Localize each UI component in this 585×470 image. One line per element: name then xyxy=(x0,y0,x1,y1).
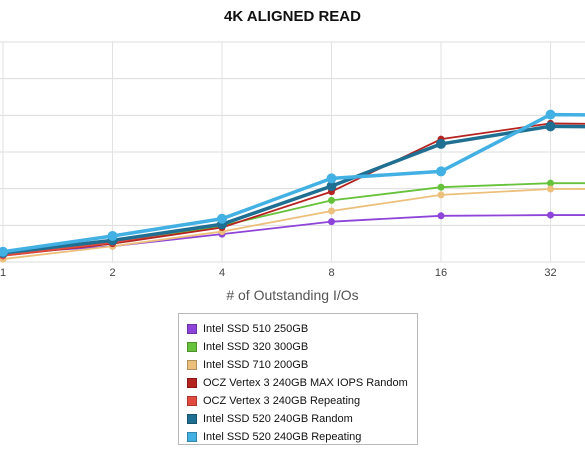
legend-label: Intel SSD 520 240GB Random xyxy=(203,413,353,425)
data-point xyxy=(545,121,556,132)
x-axis-label: # of Outstanding I/Os xyxy=(226,287,359,303)
legend-label: OCZ Vertex 3 240GB Repeating xyxy=(203,395,361,407)
data-point xyxy=(217,213,227,224)
x-tick-label: 4 xyxy=(219,267,225,279)
legend-label: Intel SSD 320 300GB xyxy=(203,341,309,353)
data-point xyxy=(547,211,554,219)
data-point xyxy=(328,218,335,226)
legend-item[interactable]: OCZ Vertex 3 240GB Repeating xyxy=(187,392,411,410)
legend-swatch xyxy=(187,396,197,406)
data-point xyxy=(326,181,337,192)
legend-swatch xyxy=(187,414,197,424)
data-point xyxy=(437,212,445,220)
legend-item[interactable]: Intel SSD 520 240GB Repeating xyxy=(187,428,411,446)
legend-item[interactable]: Intel SSD 510 250GB xyxy=(187,320,411,338)
series-line xyxy=(2,124,585,255)
series-3 xyxy=(0,185,585,263)
x-tick-label: 8 xyxy=(328,267,334,279)
data-point xyxy=(328,207,335,215)
legend-swatch xyxy=(187,360,197,370)
legend-item[interactable]: OCZ Vertex 3 240GB MAX IOPS Random xyxy=(187,374,411,392)
series-7 xyxy=(0,109,585,257)
x-tick-label: 32 xyxy=(544,267,556,279)
data-point xyxy=(436,138,446,149)
x-tick-labels: 1 2 4 8 16 32 xyxy=(0,267,557,279)
legend-item[interactable]: Intel SSD 520 240GB Random xyxy=(187,410,411,428)
series-lines xyxy=(0,109,585,263)
legend-label: Intel SSD 520 240GB Repeating xyxy=(203,431,362,443)
data-point xyxy=(545,109,556,120)
grid-lines xyxy=(0,41,585,263)
legend-swatch xyxy=(187,378,197,388)
data-point xyxy=(436,166,446,177)
x-tick-label: 2 xyxy=(109,267,115,279)
legend-item[interactable]: Intel SSD 710 200GB xyxy=(187,356,411,374)
data-point xyxy=(326,173,337,184)
legend-swatch xyxy=(187,432,197,442)
legend-label: Intel SSD 710 200GB xyxy=(203,359,309,371)
data-point xyxy=(328,196,335,204)
x-tick-label: 16 xyxy=(435,267,447,279)
legend-swatch xyxy=(187,342,197,352)
data-point xyxy=(437,183,445,191)
series-line xyxy=(2,214,585,255)
legend-label: OCZ Vertex 3 240GB MAX IOPS Random xyxy=(203,377,408,389)
data-point xyxy=(547,179,554,187)
legend: Intel SSD 510 250GB Intel SSD 320 300GB In… xyxy=(178,313,418,445)
legend-item[interactable]: Intel SSD 320 300GB xyxy=(187,338,411,356)
data-point xyxy=(0,246,8,257)
legend-swatch xyxy=(187,324,197,334)
chart-title: 4K ALIGNED READ xyxy=(224,8,361,25)
legend-label: Intel SSD 510 250GB xyxy=(203,323,309,335)
data-point xyxy=(547,185,554,193)
data-point xyxy=(437,191,445,199)
x-tick-label: 1 xyxy=(0,267,6,279)
data-point xyxy=(107,230,118,241)
